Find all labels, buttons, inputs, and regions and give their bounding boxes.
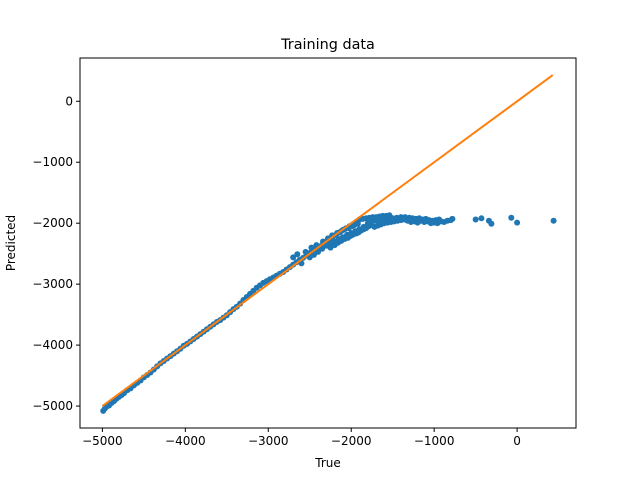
identity-line [101, 74, 554, 407]
y-tick-label: −3000 [32, 277, 73, 291]
data-point [488, 220, 495, 227]
data-point [478, 215, 485, 222]
y-tick-label: 0 [65, 94, 73, 108]
data-point [302, 248, 309, 255]
data-point [514, 219, 521, 226]
y-tick-label: −1000 [32, 155, 73, 169]
x-axis-ticks: −5000 −4000 −3000 −2000 −1000 0 [82, 428, 521, 448]
data-point [308, 244, 315, 251]
data-point [550, 217, 557, 224]
data-point [319, 245, 326, 252]
axes-frame [79, 57, 577, 429]
plot-area: −5000 −4000 −3000 −2000 −1000 0 −5000 −4000 −30… [32, 57, 577, 448]
x-tick-label: −5000 [82, 434, 123, 448]
data-point [315, 248, 322, 255]
y-tick-label: −4000 [32, 338, 73, 352]
y-tick-label: −2000 [32, 216, 73, 230]
data-point [294, 251, 301, 258]
data-point [472, 216, 479, 223]
data-point [310, 251, 317, 258]
chart-title: Training data [280, 37, 375, 53]
data-point [508, 214, 515, 221]
data-point [290, 254, 297, 261]
x-axis-label: True [314, 456, 341, 470]
x-tick-label: 0 [513, 434, 521, 448]
x-tick-label: −1000 [414, 434, 455, 448]
x-tick-label: −3000 [248, 434, 289, 448]
y-tick-label: −5000 [32, 399, 73, 413]
y-axis-label: Predicted [4, 215, 18, 271]
y-axis-ticks: −5000 −4000 −3000 −2000 −1000 0 [32, 94, 80, 413]
x-tick-label: −2000 [331, 434, 372, 448]
data-point [449, 215, 456, 222]
x-tick-label: −4000 [165, 434, 206, 448]
